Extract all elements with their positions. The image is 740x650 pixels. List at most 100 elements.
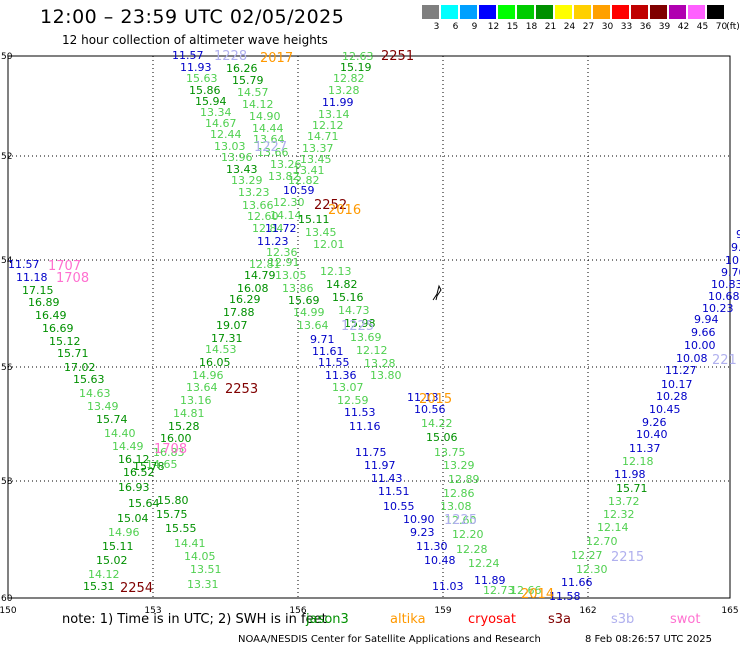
legend-label: 27 — [582, 22, 595, 32]
pass-time-label: 1708 — [154, 442, 187, 457]
swh-label: 13.08 — [440, 500, 472, 513]
swh-label: 11.58 — [549, 590, 581, 603]
swh-label: 15.69 — [288, 294, 320, 307]
swh-label: 12.73 — [483, 584, 515, 597]
legend-swatch — [441, 5, 458, 19]
swh-label: 16.83 — [153, 446, 185, 459]
swh-label: 10.40 — [636, 428, 668, 441]
swh-label: 14.71 — [307, 130, 339, 143]
swh-label: 16.69 — [42, 322, 74, 335]
legend-label: 24 — [563, 22, 576, 32]
page-title: 12:00 – 23:59 UTC 02/05/2025 — [40, 6, 345, 28]
lat-tick-label: 54 — [1, 256, 13, 266]
map-frame — [7, 55, 731, 599]
swh-label: 13.45 — [305, 226, 337, 239]
pass-time-label: 2215 — [611, 550, 644, 565]
satellite-key-item: swot — [670, 612, 701, 627]
swh-label: 10.59 — [283, 184, 315, 197]
swh-label: 12.12 — [356, 344, 388, 357]
swh-label: 12.12 — [312, 119, 344, 132]
pass-time-label: 1228 — [214, 49, 247, 64]
lon-tick-label: 165 — [721, 606, 738, 616]
swh-label: 17.31 — [211, 332, 243, 345]
pass-time-label: 2016 — [328, 203, 361, 218]
legend-swatch — [517, 5, 534, 19]
lat-tick-label: 50 — [1, 52, 13, 62]
swh-label: 13.82 — [268, 170, 300, 183]
swh-label: 9.66 — [691, 326, 716, 339]
swh-label: 14.44 — [252, 122, 284, 135]
swh-label: 16.00 — [160, 432, 192, 445]
swh-label: 12.60 — [445, 514, 477, 527]
swh-label: 15.79 — [232, 74, 264, 87]
swh-label: 13.96 — [221, 151, 253, 164]
swh-label: 10.08 — [676, 352, 708, 365]
legend-swatch — [460, 5, 477, 19]
legend-label: 9 — [471, 22, 478, 32]
swh-label: 11.13 — [407, 391, 439, 404]
swh-label: 11.53 — [344, 406, 376, 419]
swh-label: 12.36 — [266, 246, 298, 259]
swh-label: 9.4 — [736, 228, 740, 241]
swh-label: 15.78 — [133, 460, 165, 473]
page-subtitle: 12 hour collection of altimeter wave hei… — [62, 33, 328, 47]
swh-label: 9.70 — [721, 266, 740, 279]
swh-label: 14.82 — [326, 278, 358, 291]
swh-label: 15.11 — [102, 540, 134, 553]
lat-tick-label: 52 — [1, 152, 12, 162]
swh-label: 11.30 — [416, 540, 448, 553]
swh-label: 16.05 — [199, 356, 231, 369]
lon-tick-label: 162 — [579, 606, 596, 616]
swh-label: 11.99 — [322, 96, 354, 109]
swh-label: 13.41 — [293, 164, 325, 177]
swh-label: 15.06 — [426, 431, 458, 444]
swh-label: 19.07 — [216, 319, 248, 332]
swh-label: 15.98 — [344, 317, 376, 330]
legend-swatch — [479, 5, 496, 19]
lon-tick-label: 153 — [144, 606, 161, 616]
swh-label: 14.65 — [146, 458, 178, 471]
swh-label: 17.88 — [223, 306, 255, 319]
pass-time-label: 2015 — [419, 392, 452, 407]
legend-swatch — [422, 5, 439, 19]
swh-label: 11.23 — [257, 235, 289, 248]
swh-label: 12.18 — [622, 455, 654, 468]
swh-label: 12.66 — [510, 584, 542, 597]
swh-label: 14.12 — [242, 98, 274, 111]
legend-label: 33 — [620, 22, 633, 32]
swh-label: 14.14 — [270, 209, 302, 222]
credit-line: NOAA/NESDIS Center for Satellite Applica… — [238, 634, 541, 645]
swh-label: 12.20 — [452, 528, 484, 541]
swh-label: 11.55 — [318, 356, 350, 369]
swh-label: 9.94 — [694, 313, 719, 326]
swh-label: 11.57 — [172, 49, 204, 62]
swh-label: 11.37 — [629, 442, 661, 455]
swh-label: 9.23 — [410, 526, 435, 539]
swh-label: 11.03 — [432, 580, 464, 593]
swh-label: 13.69 — [350, 331, 382, 344]
swh-label: 14.57 — [237, 86, 269, 99]
swh-label: 11.66 — [561, 576, 593, 589]
swh-label: 12.81 — [249, 258, 281, 271]
swh-label: 12.59 — [337, 394, 369, 407]
swh-label: 11.57 — [8, 258, 40, 271]
legend-label: 42 — [677, 22, 690, 32]
swh-label: 16.08 — [237, 282, 269, 295]
swh-label: 15.19 — [340, 61, 372, 74]
swh-label: 10.83 — [711, 278, 740, 291]
swh-label: 12.14 — [597, 521, 629, 534]
swh-label: 10.28 — [656, 390, 688, 403]
swh-label: 12.01 — [313, 238, 345, 251]
swh-label: 12.28 — [456, 543, 488, 556]
pass-time-label: 1225 — [444, 513, 477, 528]
swh-label: 16.29 — [229, 293, 261, 306]
legend-unit: (ft) — [726, 22, 740, 32]
map-axis-labels: 150 153 156 159 162 165 50 52 54 56 58 60 — [0, 52, 739, 616]
swh-label: 13.05 — [275, 269, 307, 282]
satellite-key-item: s3a — [548, 612, 572, 627]
swh-label: 13.64 — [186, 381, 218, 394]
swh-label: 14.40 — [104, 427, 136, 440]
swh-label: 15.16 — [332, 291, 364, 304]
swh-label: 13.86 — [282, 282, 314, 295]
swh-label: 10.45 — [649, 403, 681, 416]
